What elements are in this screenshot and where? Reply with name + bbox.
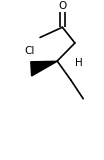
Text: Cl: Cl xyxy=(24,46,34,56)
Polygon shape xyxy=(31,61,57,76)
Text: H: H xyxy=(75,58,82,68)
Text: O: O xyxy=(58,1,67,11)
